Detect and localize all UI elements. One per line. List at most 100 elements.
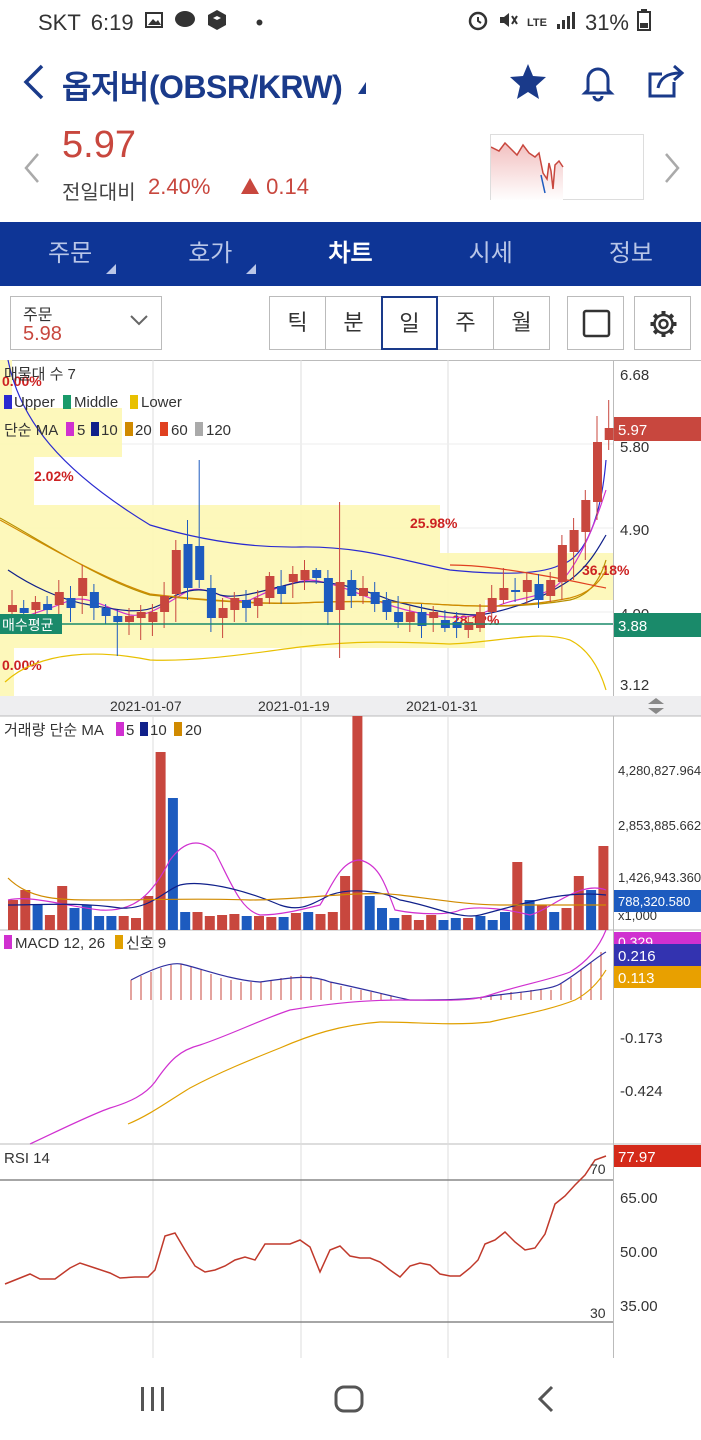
svg-text:Upper: Upper [14,394,55,411]
system-nav-bar [0,1358,701,1440]
candle-body [593,442,602,502]
mute-icon [497,9,519,37]
candle-body [405,612,415,622]
volume-bar [463,918,474,930]
candle-body [370,592,380,604]
ma60-line [449,564,607,589]
volume-bar [69,908,80,930]
svg-text:0.00%: 0.00% [2,657,42,673]
prev-coin-button[interactable] [22,150,42,186]
date-axis: 2021-01-07 2021-01-19 2021-01-31 [110,698,478,714]
candles [8,400,614,658]
svg-text:5: 5 [126,722,134,739]
chart-settings-button[interactable] [634,296,691,350]
tab-chart[interactable]: 차트 [328,240,373,267]
svg-text:5: 5 [77,422,85,439]
system-back-button[interactable] [530,1384,564,1419]
candle-body [265,576,275,598]
page-title[interactable]: 옵저버(OBSR/KRW) [62,69,343,105]
svg-text:2021-01-19: 2021-01-19 [258,698,330,714]
dot-icon: • [255,10,264,35]
battery-icon [637,9,651,37]
svg-text:-0.173: -0.173 [620,1030,663,1047]
volume-bar [131,918,141,930]
carrier: SKT [38,10,81,35]
svg-text:60: 60 [171,422,188,439]
macd-legend: MACD 12, 26 신호 9 [4,935,166,952]
volume-bar [94,916,105,930]
share-icon [648,64,685,98]
clock: 6:19 [90,10,134,35]
candle-body [218,608,228,618]
title-dropdown-icon[interactable] [358,82,366,94]
candle-body [429,612,439,618]
avg-buy-label: 매수평균 [2,617,54,633]
volume-bar [327,912,338,930]
volume-bar [81,905,92,930]
candle-body [534,584,544,600]
candle-body [382,600,392,612]
candle-body [171,550,181,594]
share-button[interactable] [644,60,688,104]
candle-body [569,530,579,552]
candle-body [288,574,298,582]
home-button[interactable] [332,1384,366,1419]
period-week[interactable]: 주 [437,296,494,350]
volume-bar [352,716,363,930]
tab-order[interactable]: 주문 [0,222,140,286]
change-amount: 0.14 [240,174,309,200]
tab-market[interactable]: 시세 [468,240,513,267]
volume-bar [118,916,129,930]
svg-text:단순 MA: 단순 MA [4,422,58,439]
candle-body [487,598,497,612]
recents-button[interactable] [136,1384,170,1419]
bb-lower-line [4,635,607,691]
svg-text:MACD 12, 26: MACD 12, 26 [15,935,105,952]
period-minute[interactable]: 분 [325,296,382,350]
panel-resize-handle[interactable] [648,698,664,714]
gallery-icon [144,10,164,36]
volume-bar [475,916,486,930]
status-bar: SKT 6:19 • LTE 31% [0,0,701,44]
lte-icon: LTE [526,17,547,29]
main-tabs: 주문 호가 차트 시세 정보 [0,222,701,286]
candle-body [394,612,404,622]
candle-body [476,612,485,628]
volume-bar [143,896,154,930]
svg-text:-0.424: -0.424 [620,1083,663,1100]
square-icon [582,309,611,338]
svg-text:4,280,827.964: 4,280,827.964 [618,763,701,778]
fullscreen-button[interactable] [567,296,624,350]
candle-body [195,546,205,580]
vol-ma20-line [7,877,606,906]
candle-body [101,608,111,616]
volume-bar [598,846,609,930]
candle-body [78,578,88,596]
period-month[interactable]: 월 [493,296,550,350]
chart-svg[interactable]: 0.00% 2.02% 25.98% 36.18% 28.12% 0.00% 매… [0,359,701,1358]
candle-body [464,622,474,630]
alert-button[interactable] [576,60,620,104]
next-coin-button[interactable] [662,150,682,186]
bb-legend: Upper Middle Lower [4,394,182,411]
candle-body [148,612,158,622]
tab-orderbook[interactable]: 호가 [140,222,280,286]
tab-info[interactable]: 정보 [608,240,653,267]
period-tick[interactable]: 틱 [269,296,326,350]
candle-body [183,544,193,588]
volume-bar [290,913,301,930]
price-y-axis: 6.68 5.80 4.90 4.00 3.12 [620,367,649,694]
volume-bar [450,918,461,930]
macd-line [29,929,607,1145]
svg-text:120: 120 [206,422,231,439]
period-day[interactable]: 일 [381,296,438,350]
macd-y-axis: -0.173 -0.424 [620,1030,663,1100]
back-button[interactable] [20,62,50,102]
order-price-select[interactable]: 주문 5.98 [10,296,162,350]
svg-text:Lower: Lower [141,394,182,411]
favorite-button[interactable] [506,60,550,104]
candle-body [253,598,263,606]
volume-bar [229,914,240,930]
chart-area[interactable]: 0.00% 2.02% 25.98% 36.18% 28.12% 0.00% 매… [0,359,701,1358]
candle-body [113,616,123,622]
